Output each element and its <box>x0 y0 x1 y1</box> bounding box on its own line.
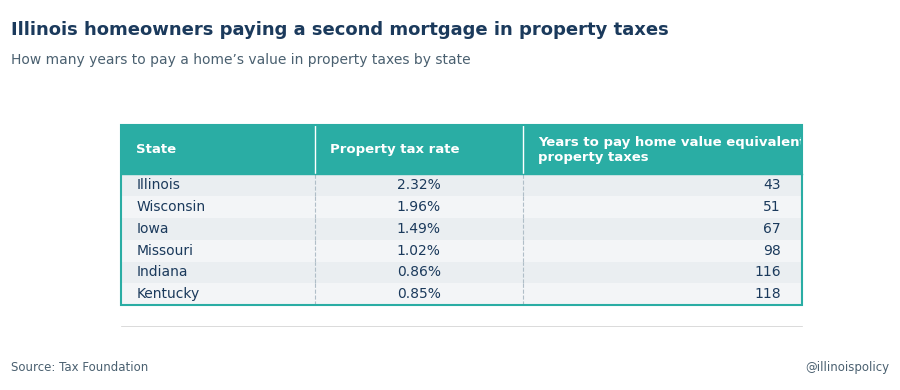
Bar <box>315 174 523 196</box>
Text: Source: Tax Foundation: Source: Tax Foundation <box>11 362 148 374</box>
Bar <box>523 262 802 283</box>
Bar <box>523 218 802 240</box>
Text: 51: 51 <box>763 200 780 214</box>
Bar <box>121 218 315 240</box>
Text: 1.49%: 1.49% <box>397 222 441 236</box>
Text: Years to pay home value equivalent in
property taxes: Years to pay home value equivalent in pr… <box>538 136 824 164</box>
Text: How many years to pay a home’s value in property taxes by state: How many years to pay a home’s value in … <box>11 53 471 67</box>
Bar <box>121 240 315 262</box>
Text: Missouri: Missouri <box>136 244 194 258</box>
Bar <box>523 125 802 174</box>
Bar <box>121 262 315 283</box>
Text: Wisconsin: Wisconsin <box>136 200 205 214</box>
Bar <box>121 174 315 196</box>
Text: Kentucky: Kentucky <box>136 287 200 301</box>
Text: 0.86%: 0.86% <box>397 266 441 279</box>
Bar <box>523 196 802 218</box>
Text: 1.02%: 1.02% <box>397 244 441 258</box>
Bar <box>121 125 315 174</box>
Bar <box>315 218 523 240</box>
Text: Indiana: Indiana <box>136 266 188 279</box>
Text: State: State <box>136 143 176 156</box>
Text: 43: 43 <box>763 178 780 192</box>
Bar <box>315 125 523 174</box>
Bar <box>121 125 802 305</box>
Text: 118: 118 <box>754 287 780 301</box>
Bar <box>315 196 523 218</box>
Text: Illinois: Illinois <box>136 178 180 192</box>
Text: 1.96%: 1.96% <box>397 200 441 214</box>
Text: Iowa: Iowa <box>136 222 168 236</box>
Text: 67: 67 <box>763 222 780 236</box>
Bar <box>315 240 523 262</box>
Text: 0.85%: 0.85% <box>397 287 441 301</box>
Text: 116: 116 <box>754 266 780 279</box>
Text: @illinoispolicy: @illinoispolicy <box>806 362 889 374</box>
Text: 2.32%: 2.32% <box>397 178 441 192</box>
Bar <box>523 174 802 196</box>
Text: 98: 98 <box>763 244 780 258</box>
Bar <box>121 196 315 218</box>
Bar <box>523 283 802 305</box>
Bar <box>523 240 802 262</box>
Bar <box>315 283 523 305</box>
Text: Property tax rate: Property tax rate <box>330 143 460 156</box>
Text: Illinois homeowners paying a second mortgage in property taxes: Illinois homeowners paying a second mort… <box>11 21 669 39</box>
Bar <box>121 283 315 305</box>
Bar <box>315 262 523 283</box>
